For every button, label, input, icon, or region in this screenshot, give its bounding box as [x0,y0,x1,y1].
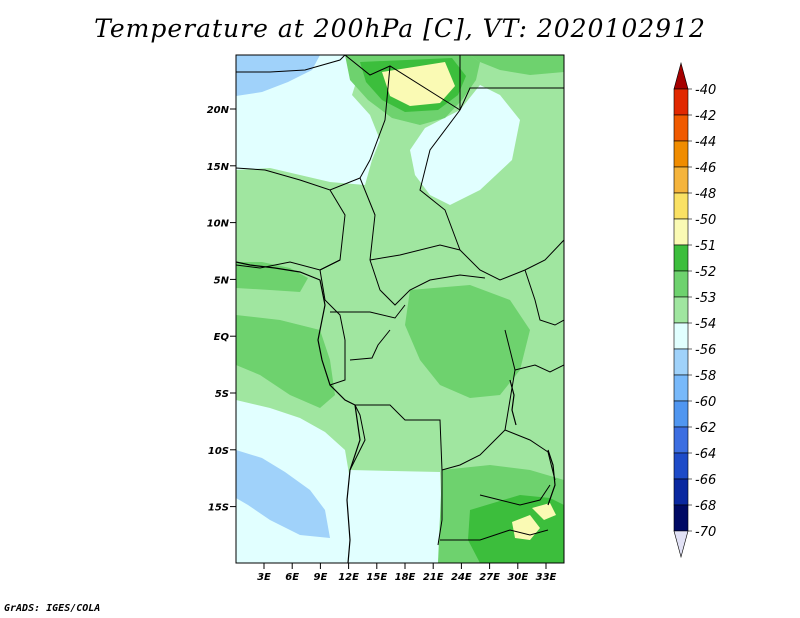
field-coldest-southwest [236,450,330,538]
lat-tick-label: 5S [215,389,229,400]
lon-tick-label: 27E [479,572,500,583]
colorbar-label: -54 [695,317,716,332]
colorbar-label: -50 [695,213,716,228]
lat-tick-label: 15S [208,503,229,514]
colorbar-swatch [673,478,689,506]
lon-tick-label: 9E [314,572,328,583]
colorbar-label: -70 [695,525,716,540]
lon-tick-label: 21E [423,572,444,583]
field-coldest-northwest [236,55,320,96]
field-cold-northeast [410,85,520,205]
country-borders [236,55,564,546]
colorbar-swatch [673,322,689,350]
colorbar-label: -60 [695,395,716,410]
colorbar-label: -51 [695,239,716,254]
colorbar-label: -56 [695,343,716,358]
colorbar-label: -44 [695,135,716,150]
colorbar-bottom-arrow [673,530,689,559]
field-warm-coast [236,315,335,408]
colorbar-label: -48 [695,187,716,202]
lon-tick-label: 24E [451,572,472,583]
colorbar-swatch [673,244,689,272]
colorbar-swatch [673,114,689,142]
map-frame [235,54,565,564]
colorbar-label: -40 [695,83,716,98]
colorbar-label: -62 [695,421,716,436]
lon-tick-label: 3E [257,572,271,583]
field-warm-west [236,262,308,292]
field-cold-south [345,470,442,563]
lon-tick-label: 12E [338,572,359,583]
colorbar-label: -66 [695,473,716,488]
colorbar-swatch [673,140,689,168]
credit-label: GrADS: IGES/COLA [4,603,101,614]
lat-tick-label: 5N [214,275,230,286]
lon-tick-label: 18E [395,572,416,583]
colorbar-label: -53 [695,291,716,306]
lat-tick-label: 10S [208,446,229,457]
colorbar-swatch [673,218,689,246]
field-warmest-southeast-2 [532,503,556,520]
colorbar-swatch [673,504,689,532]
latitude-ticks: 20N 15N 10N 5N EQ 5S 10S 15S [207,105,236,514]
lon-tick-label: 30E [507,572,528,583]
temperature-field [236,55,564,563]
colorbar-label: -46 [695,161,716,176]
field-warm-congo [405,285,530,398]
colorbar-swatch [673,166,689,194]
chart-title: Temperature at 200hPa [C], VT: 202010291… [94,14,706,43]
colorbar-swatch [673,426,689,454]
colorbar-label: -58 [695,369,716,384]
longitude-ticks: 3E 6E 9E 12E 15E 18E 21E 24E 27E 30E 33E [257,563,557,583]
colorbar-swatch [673,452,689,480]
lat-tick-label: 15N [207,162,230,173]
colorbar-label: -42 [695,109,716,124]
lat-tick-label: 10N [207,219,230,230]
colorbar-label: -64 [695,447,716,462]
colorbar-label: -68 [695,499,716,514]
colorbar-top-arrow [673,61,689,90]
lon-tick-label: 33E [536,572,557,583]
field-warm-northeast [470,55,564,75]
lat-tick-label: EQ [214,332,230,343]
colorbar-swatch [673,374,689,402]
colorbar-swatch [673,88,689,116]
lat-tick-label: 20N [207,105,230,116]
lon-tick-label: 6E [285,572,299,583]
colorbar-swatch [673,296,689,324]
colorbar-swatch [673,192,689,220]
coastlines [236,261,556,563]
lon-tick-label: 15E [366,572,387,583]
colorbar-label: -52 [695,265,716,280]
colorbar-swatch [673,400,689,428]
colorbar: -40 -42 -44 -46 -48 -50 -51 -52 -53 -54 -56 -58 -60 -… [673,61,716,559]
colorbar-swatch [673,270,689,298]
colorbar-swatch [673,348,689,376]
